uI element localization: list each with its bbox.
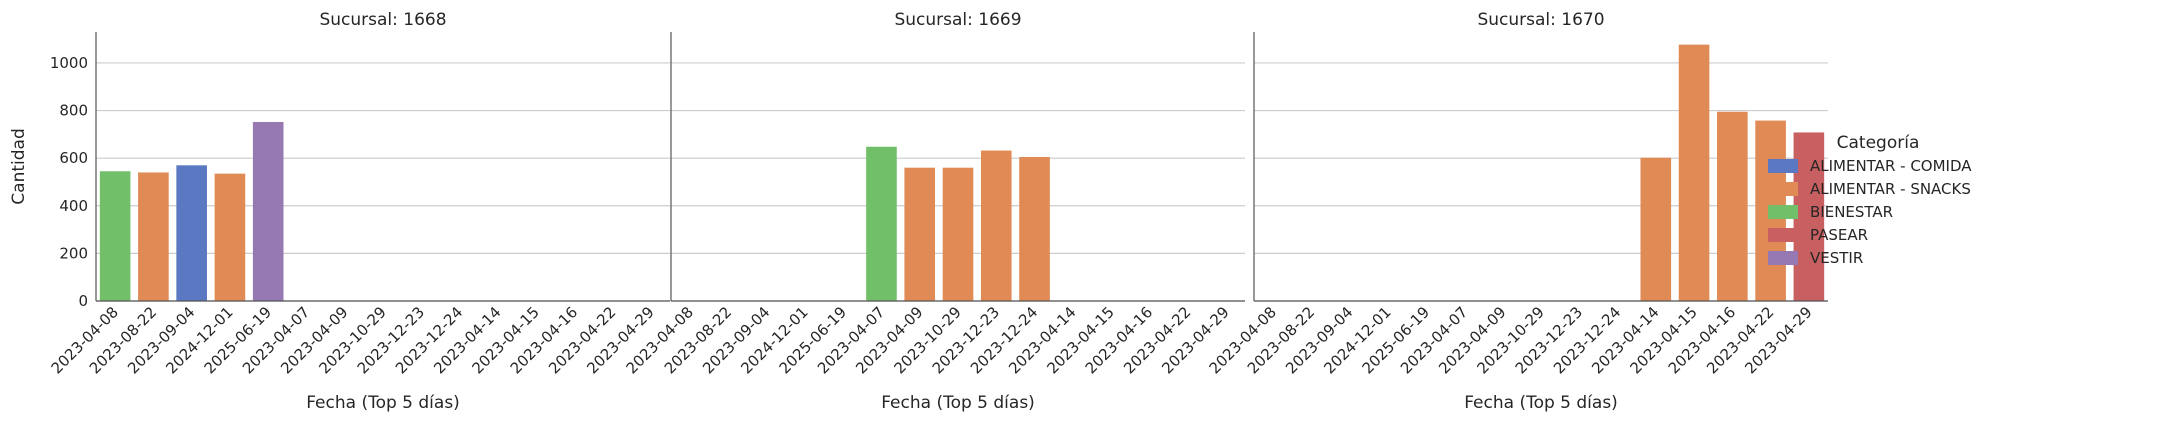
bar (99, 171, 131, 301)
legend-swatch (1768, 228, 1798, 242)
bar (904, 167, 936, 301)
panel-2: 2023-04-082023-08-222023-09-042024-12-01… (1206, 10, 1828, 413)
bar (252, 121, 284, 301)
legend-swatch (1768, 251, 1798, 265)
bar (1793, 132, 1825, 301)
y-tick-label: 0 (78, 292, 88, 310)
bar (1019, 156, 1050, 301)
panel-1: 2023-04-082023-08-222023-09-042024-12-01… (623, 10, 1245, 413)
legend-swatch (1768, 182, 1798, 196)
bar (214, 173, 246, 301)
y-axis-title: Cantidad (9, 128, 29, 204)
y-tick-label: 600 (59, 149, 88, 167)
legend: Categoría ALIMENTAR - COMIDA ALIMENTAR - S… (1768, 133, 1972, 267)
bar (1678, 44, 1710, 301)
panel-title: Sucursal: 1668 (319, 10, 446, 30)
legend-swatch (1768, 205, 1798, 219)
legend-label: VESTIR (1810, 249, 1863, 267)
legend-label: ALIMENTAR - COMIDA (1810, 157, 1972, 175)
bar (138, 172, 169, 301)
x-axis-title: Fecha (Top 5 días) (881, 393, 1035, 413)
bar (980, 150, 1012, 301)
y-tick-label: 200 (59, 244, 88, 262)
legend-label: ALIMENTAR - SNACKS (1810, 180, 1971, 198)
panels-group: 0 200 400 600 800 1000 Cantidad 2023-04-082023-… (9, 10, 1828, 413)
y-tick-label: 400 (59, 197, 88, 215)
bar (942, 167, 974, 301)
panel-title: Sucursal: 1670 (1477, 10, 1604, 30)
legend-label: BIENESTAR (1810, 203, 1893, 221)
x-axis-title: Fecha (Top 5 días) (306, 393, 460, 413)
legend-label: PASEAR (1810, 226, 1868, 244)
x-axis-title: Fecha (Top 5 días) (1464, 393, 1618, 413)
y-tick-label: 800 (59, 102, 88, 120)
bar (176, 165, 207, 301)
y-tick-label: 1000 (50, 54, 88, 72)
legend-title: Categoría (1837, 133, 1920, 153)
bar (1640, 157, 1672, 301)
legend-swatch (1768, 159, 1798, 173)
panel-title: Sucursal: 1669 (894, 10, 1021, 30)
bar (866, 146, 897, 301)
panel-0: 02004006008001000Cantidad2023-04-082023-… (9, 10, 670, 413)
bar (1717, 111, 1748, 301)
